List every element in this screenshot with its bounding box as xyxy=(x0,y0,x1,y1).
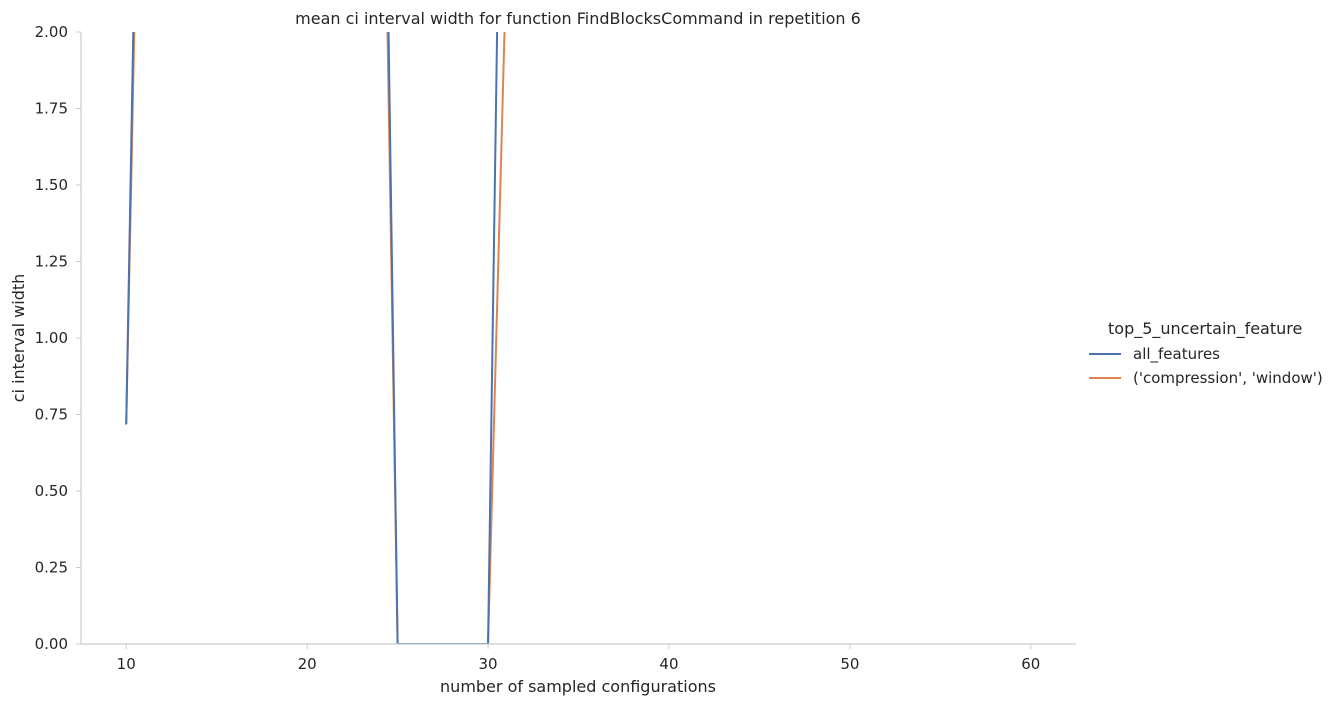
x-tick-label: 30 xyxy=(478,655,497,673)
chart-title: mean ci interval width for function Find… xyxy=(295,9,861,28)
y-tick-label: 0.00 xyxy=(35,635,68,653)
series-line-all-features xyxy=(125,32,499,644)
legend-label: all_features xyxy=(1133,345,1220,364)
y-tick-label: 1.25 xyxy=(35,253,68,271)
y-tick-label: 0.25 xyxy=(35,559,68,577)
y-axis-label: ci interval width xyxy=(9,274,28,403)
x-tick-label: 10 xyxy=(117,655,136,673)
y-axis-ticks: 0.00 0.25 0.50 0.75 1.00 1.25 1.50 1.75 2.00 xyxy=(35,23,81,653)
y-tick-label: 0.75 xyxy=(35,406,68,424)
y-tick-label: 2.00 xyxy=(35,23,68,41)
x-axis-ticks: 10 20 30 40 50 60 xyxy=(117,644,1040,673)
y-tick-label: 1.50 xyxy=(35,176,68,194)
y-tick-label: 0.50 xyxy=(35,482,68,500)
series-layer xyxy=(125,32,506,644)
x-tick-label: 40 xyxy=(659,655,678,673)
x-tick-label: 60 xyxy=(1021,655,1040,673)
x-tick-label: 20 xyxy=(298,655,317,673)
x-tick-label: 50 xyxy=(840,655,859,673)
legend-title: top_5_uncertain_feature xyxy=(1108,319,1302,339)
y-tick-label: 1.00 xyxy=(35,329,68,347)
y-tick-label: 1.75 xyxy=(35,100,68,118)
series-line-compression-window xyxy=(125,32,506,644)
x-axis-label: number of sampled configurations xyxy=(440,677,716,696)
legend-label: ('compression', 'window') xyxy=(1133,369,1323,387)
legend: top_5_uncertain_feature all_features ('co… xyxy=(1089,319,1323,387)
